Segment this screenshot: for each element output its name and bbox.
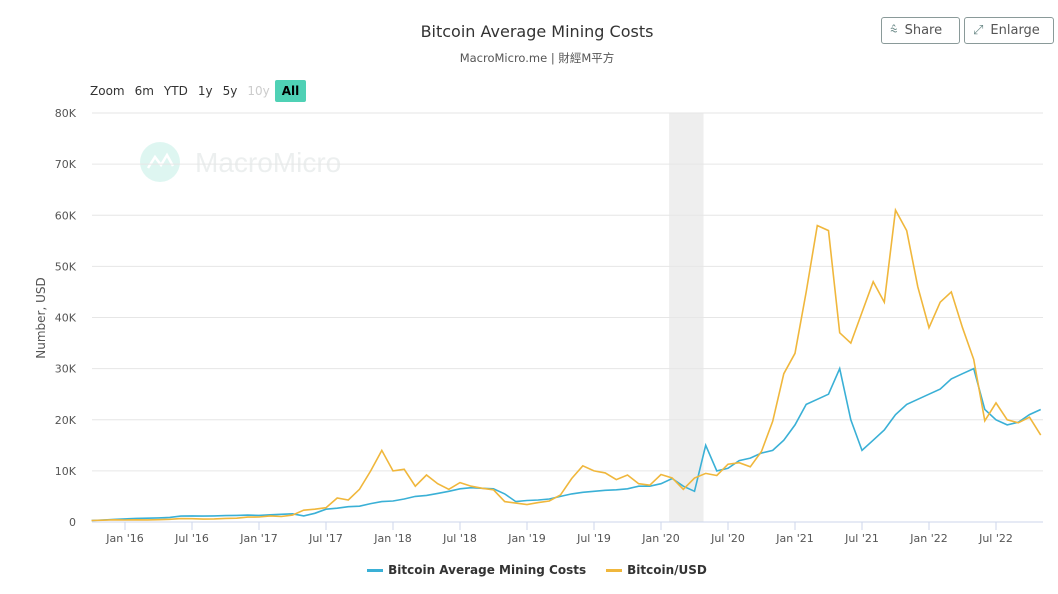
enlarge-label: Enlarge	[990, 23, 1040, 38]
legend-label: Bitcoin/USD	[627, 563, 707, 577]
y-tick-label: 20K	[55, 414, 77, 427]
legend: Bitcoin Average Mining Costs Bitcoin/USD	[0, 563, 1058, 577]
x-tick-label: Jul '21	[844, 532, 879, 545]
legend-item-mining-costs[interactable]: Bitcoin Average Mining Costs	[367, 563, 586, 577]
x-tick-label: Jan '19	[507, 532, 545, 545]
enlarge-button[interactable]: ⤢ Enlarge	[964, 17, 1054, 44]
x-tick-label: Jul '22	[978, 532, 1013, 545]
legend-swatch	[367, 568, 384, 572]
x-tick-label: Jul '18	[442, 532, 477, 545]
y-tick-label: 80K	[55, 107, 77, 120]
y-axis-title: Number, USD	[34, 277, 48, 358]
x-tick-label: Jan '22	[909, 532, 947, 545]
share-button[interactable]: ⩯ Share	[881, 17, 960, 44]
chart-title: Bitcoin Average Mining Costs	[420, 22, 654, 41]
zoom-10y-button: 10y	[247, 84, 270, 98]
x-tick-label: Jul '17	[308, 532, 343, 545]
series-line-bitcoin-usd	[91, 207, 1042, 522]
y-tick-label: 40K	[55, 312, 77, 325]
series-line-mining-costs	[91, 366, 1042, 522]
x-tick-label: Jul '20	[710, 532, 745, 545]
legend-item-bitcoin-usd[interactable]: Bitcoin/USD	[606, 563, 707, 577]
zoom-ytd-button[interactable]: YTD	[163, 84, 188, 98]
x-tick-label: Jan '17	[239, 532, 277, 545]
y-tick-label: 70K	[55, 158, 77, 171]
share-label: Share	[904, 23, 943, 38]
x-tick-label: Jul '19	[576, 532, 611, 545]
x-tick-label: Jul '16	[174, 532, 209, 545]
x-tick-label: Jan '18	[373, 532, 411, 545]
y-tick-label: 30K	[55, 363, 77, 376]
zoom-all-button[interactable]: All	[274, 80, 307, 102]
zoom-selector: Zoom 6m YTD 1y 5y 10y All	[90, 80, 307, 102]
zoom-6m-button[interactable]: 6m	[134, 84, 154, 98]
y-tick-label: 10K	[55, 465, 77, 478]
x-tick-label: Jan '16	[105, 532, 143, 545]
share-icon: ⩯	[890, 23, 898, 38]
y-tick-label: 60K	[55, 209, 77, 222]
x-tick-label: Jan '21	[775, 532, 813, 545]
legend-label: Bitcoin Average Mining Costs	[388, 563, 587, 577]
legend-swatch	[606, 568, 623, 572]
x-tick-label: Jan '20	[641, 532, 679, 545]
y-tick-label: 0	[69, 516, 76, 529]
watermark-text: MacroMicro	[195, 147, 341, 178]
watermark-logo: MacroMicro	[140, 142, 341, 182]
zoom-1y-button[interactable]: 1y	[197, 84, 213, 98]
zoom-label: Zoom	[90, 84, 125, 98]
zoom-5y-button[interactable]: 5y	[222, 84, 238, 98]
chart-subtitle: MacroMicro.me | 財經M平方	[459, 51, 615, 65]
y-tick-label: 50K	[55, 260, 77, 273]
enlarge-icon: ⤢	[973, 23, 984, 38]
